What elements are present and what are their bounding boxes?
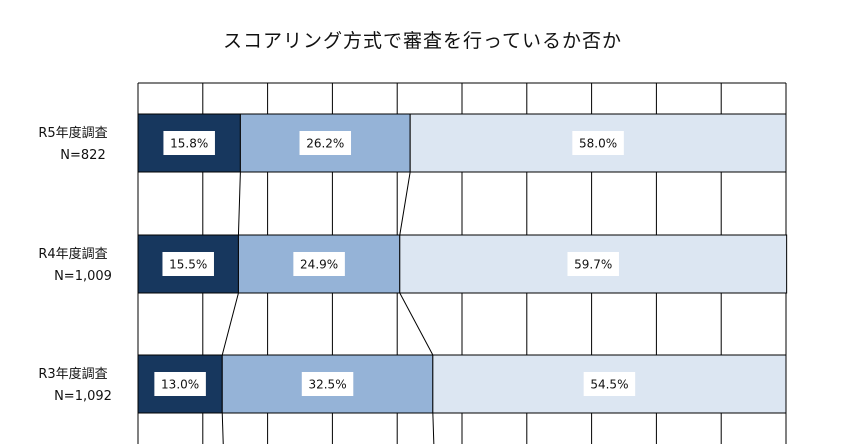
data-label-box (154, 372, 206, 396)
data-label: 24.9% (300, 258, 338, 272)
bar-segment (137, 234, 239, 294)
data-label: 15.5% (169, 258, 207, 272)
series-connector (221, 412, 224, 444)
label-layer: 15.8% 26.2% 58.0% R5年度調査 N=822 15.5% 24.9% 59.7… (38, 125, 636, 404)
data-label: 54.5% (590, 378, 628, 392)
data-label: 13.0% (161, 378, 199, 392)
data-label-box (301, 372, 354, 396)
data-label: 15.8% (170, 137, 208, 151)
data-label: 26.2% (306, 137, 344, 151)
data-label: 58.0% (579, 137, 617, 151)
data-label: 32.5% (308, 378, 346, 392)
bar-segment (237, 234, 401, 294)
row-label-name: R5年度調査 (38, 125, 107, 141)
series-connector (399, 171, 411, 236)
data-label-box (583, 372, 636, 396)
data-label-box (293, 252, 345, 276)
series-connector (432, 412, 435, 444)
row-label-name: R3年度調査 (38, 366, 107, 382)
row-label-name: R4年度調査 (38, 246, 107, 262)
data-label-box (572, 131, 624, 155)
data-label-box (567, 252, 619, 276)
data-label-box (299, 131, 352, 155)
data-label-box (162, 252, 214, 276)
series-connector (221, 292, 239, 356)
chart-title: スコアリング方式で審査を行っているか否か (222, 30, 623, 52)
series-connector (399, 292, 434, 356)
row-label-n: N=1,092 (54, 389, 112, 404)
data-label: 59.7% (574, 258, 612, 272)
connector-layer (221, 171, 435, 444)
data-label-box (163, 131, 215, 155)
row-label-n: N=822 (60, 148, 105, 163)
bar-layer (137, 113, 788, 414)
row-label-n: N=1,009 (54, 269, 112, 284)
series-connector (237, 171, 241, 236)
